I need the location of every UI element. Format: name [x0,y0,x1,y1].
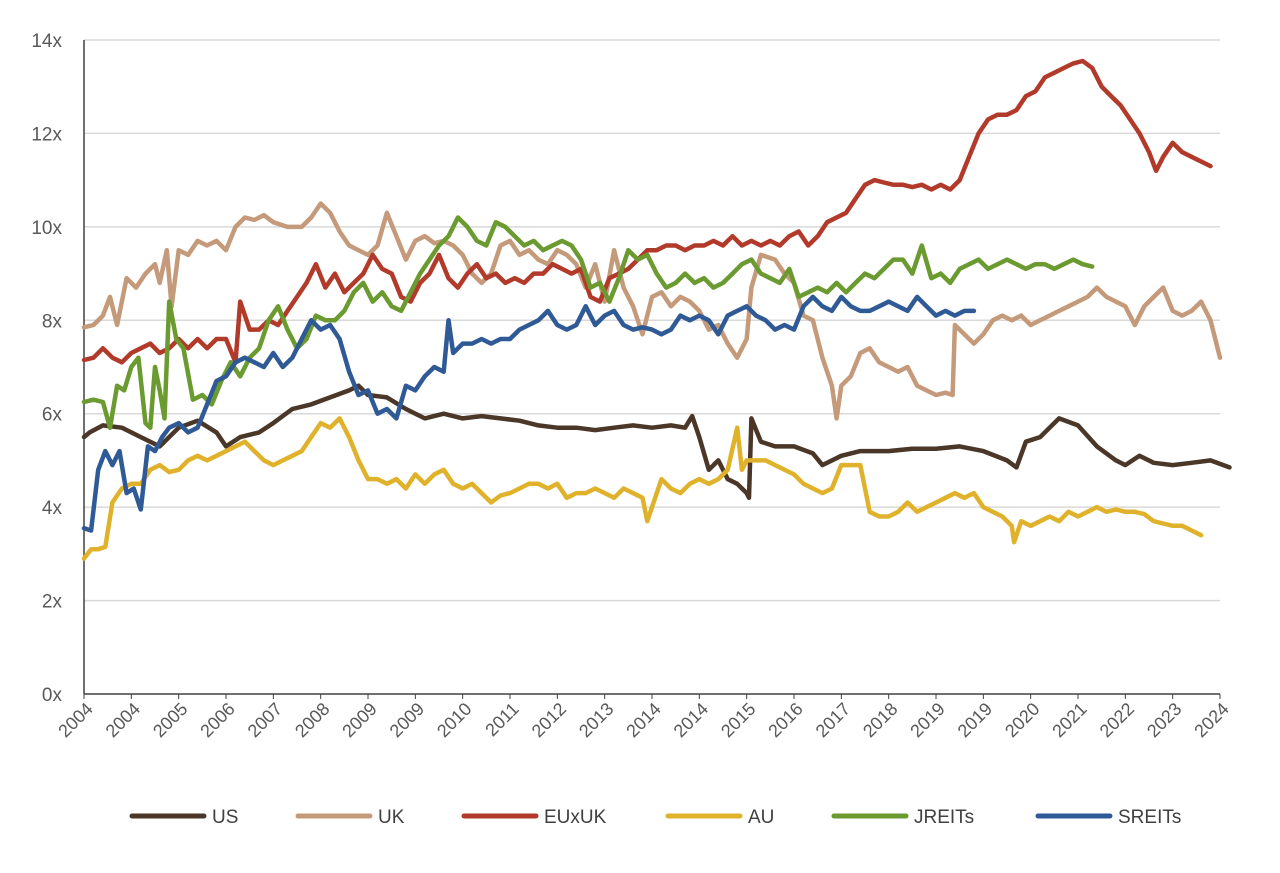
x-tick-label: 2024 [1190,699,1232,741]
legend-label-jreits: JREITs [914,807,974,828]
series-line-jreits [81,215,1095,430]
x-tick-label: 2022 [1096,699,1138,741]
legend-label-us: US [212,807,238,828]
series-line-uk [81,201,1223,421]
legend-label-sreits: SREITs [1118,807,1181,828]
x-tick-label: 2021 [1048,699,1090,741]
y-axis: 0x 2x 4x 6x 8x 10x 12x 14x [31,31,85,706]
x-tick-label: 2010 [433,699,475,741]
x-tick-label: 2008 [291,699,333,741]
y-tick-label: 2x [42,592,63,613]
series-lines [81,58,1232,561]
x-tick-label: 2004 [102,699,144,741]
y-tick-label: 0x [42,685,63,706]
series-line-sreits [81,294,977,533]
y-tick-label: 10x [31,218,62,239]
legend-label-euxuk: EUxUK [544,807,607,828]
x-tick-label: 2018 [859,699,901,741]
y-tick-label: 4x [42,498,63,519]
x-tick-label: 2007 [244,699,286,741]
x-tick-label: 2015 [717,699,759,741]
x-tick-label: 2019 [906,699,948,741]
x-tick-label: 2014 [622,699,664,741]
x-tick-label: 2017 [812,699,854,741]
x-tick-label: 2012 [528,699,570,741]
series-line-au [81,416,1204,561]
x-tick-label: 2013 [575,699,617,741]
series-line-us [81,383,1232,501]
legend: US UK EUxUK AU JREITs SREITs [129,807,1181,828]
x-tick-label: 2009 [386,699,428,741]
x-tick-label: 2005 [149,699,191,741]
x-tick-label: 2009 [338,699,380,741]
x-tick-label: 2014 [670,699,712,741]
x-tick-label: 2016 [764,699,806,741]
y-tick-label: 6x [42,405,63,426]
x-axis: 2004 2004 2005 2006 2007 2008 2009 2009 2010 2011… [54,693,1233,741]
x-tick-label: 2011 [481,699,523,741]
x-tick-label: 2019 [954,699,996,741]
y-tick-label: 12x [31,124,62,145]
x-tick-label: 2006 [196,699,238,741]
x-tick-label: 2023 [1143,699,1185,741]
x-tick-label: 2020 [1001,699,1043,741]
y-tick-label: 14x [31,31,62,52]
y-tick-label: 8x [42,311,63,332]
legend-label-au: AU [748,807,774,828]
legend-label-uk: UK [378,807,405,828]
